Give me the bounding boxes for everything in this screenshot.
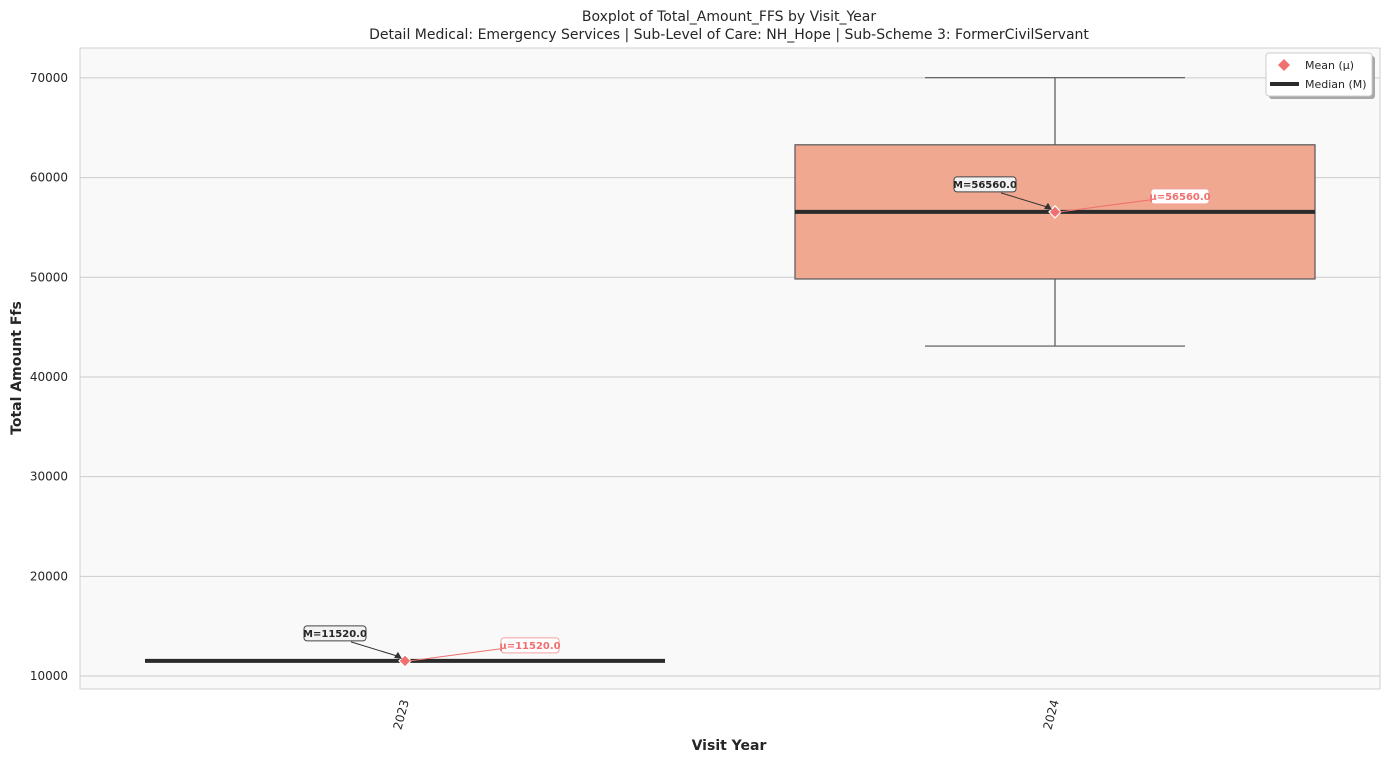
mean-label: μ=11520.0: [499, 641, 560, 652]
legend-entry-label: Mean (μ): [1305, 59, 1354, 72]
legend: Mean (μ) Median (M): [1265, 52, 1375, 99]
mean-label-box: [1150, 188, 1210, 205]
y-tick-label: 30000: [30, 470, 68, 484]
median-arrow: [1000, 192, 1051, 209]
chart-title: Boxplot of Total_Amount_FFS by Visit_Yea…: [582, 9, 876, 25]
legend-mean-marker: [1278, 59, 1290, 71]
median-arrowhead: [394, 651, 402, 659]
median-arrow: [350, 641, 401, 658]
mean-marker: [1048, 205, 1062, 219]
mean-marker: [398, 654, 412, 668]
y-tick-label: 50000: [30, 270, 68, 284]
median-label: M=11520.0: [303, 629, 367, 640]
median-label: M=56560.0: [953, 180, 1017, 191]
x-tick-label: 2024: [1040, 698, 1061, 731]
annotations: M=11520.0 μ=11520.0 M=56560.0 μ=56560.0: [303, 176, 1211, 662]
x-axis-label: Visit Year: [692, 738, 767, 754]
axes: 10000 20000 30000 40000 50000 60000 70000 2023 2…: [30, 71, 1062, 731]
median-label-box: [303, 625, 367, 642]
mean-connector: [409, 648, 501, 662]
y-tick-label: 60000: [30, 171, 68, 185]
mean-label: μ=56560.0: [1149, 192, 1210, 203]
y-tick-label: 70000: [30, 71, 68, 85]
chart-subtitle: Detail Medical: Emergency Services | Sub…: [369, 27, 1089, 43]
mean-connector: [1059, 199, 1151, 213]
x-tick-label: 2023: [390, 698, 411, 731]
plot-area: [79, 47, 1381, 690]
grid-lines: [80, 77, 1380, 677]
y-tick-label: 20000: [30, 569, 68, 583]
mean-label-box: [500, 637, 560, 654]
y-tick-label: 10000: [30, 669, 68, 683]
y-tick-label: 40000: [30, 370, 68, 384]
y-axis-label: Total Amount Ffs: [9, 301, 25, 435]
median-arrowhead: [1044, 202, 1052, 210]
legend-entry-label: Median (M): [1305, 78, 1367, 91]
median-label-box: [953, 176, 1017, 193]
box-series: [145, 77, 1316, 668]
